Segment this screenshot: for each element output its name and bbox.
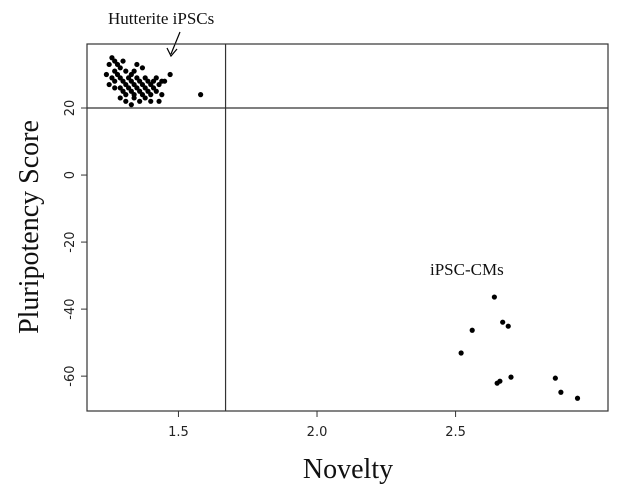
y-axis-label: Pluripotency Score (14, 120, 45, 334)
point (153, 88, 159, 94)
point (491, 294, 497, 300)
x-axis-label: Novelty (303, 454, 393, 485)
point (134, 61, 140, 68)
point (458, 350, 464, 356)
point (128, 102, 134, 108)
point (117, 95, 123, 101)
point (123, 92, 129, 98)
point (153, 75, 159, 81)
point (148, 98, 154, 104)
point (120, 58, 126, 64)
point (139, 65, 146, 71)
point (112, 78, 118, 84)
point (558, 389, 564, 395)
point (156, 98, 162, 104)
annotation: iPSC-CMs (430, 260, 504, 279)
y-tick-label: 0 (63, 171, 78, 179)
x-tick-label: 1.5 (168, 425, 189, 440)
point (112, 68, 118, 74)
point (469, 327, 475, 333)
point (123, 68, 129, 74)
plot-frame (86, 43, 609, 412)
point (167, 71, 173, 78)
point (142, 95, 148, 101)
point (505, 323, 511, 329)
annotation: Hutterite iPSCs (108, 9, 214, 28)
y-tick-label: -40 (63, 298, 78, 319)
point (500, 319, 506, 325)
arrow (170, 31, 181, 55)
point (161, 78, 168, 84)
point (494, 380, 500, 386)
y-tick-label: -60 (63, 366, 78, 387)
arrow-head (166, 47, 178, 58)
point (198, 92, 204, 98)
point (123, 98, 129, 104)
y-tick-label: -20 (63, 231, 78, 252)
y-tick-label: 20 (63, 100, 78, 117)
point (148, 92, 154, 98)
point (106, 61, 112, 68)
point (112, 85, 118, 91)
point (137, 98, 143, 104)
x-tick-label: 2.5 (445, 425, 466, 440)
point (103, 71, 109, 78)
point (106, 81, 112, 88)
point (552, 375, 558, 381)
point (117, 65, 123, 71)
point (159, 92, 165, 98)
point (508, 374, 514, 380)
point (131, 68, 137, 74)
point (574, 395, 581, 401)
x-tick-label: 2.0 (307, 425, 328, 440)
point (131, 95, 137, 101)
